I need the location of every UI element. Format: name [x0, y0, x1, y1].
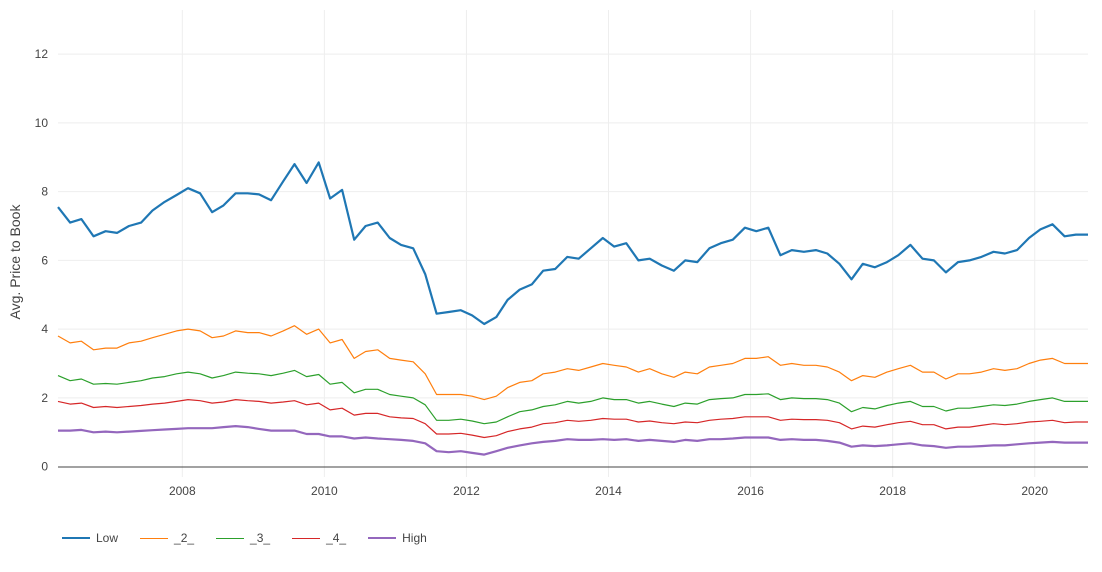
legend-label: _2_: [174, 531, 195, 545]
x-axis-ticks: 2008 2010 2012 2014 2016 2018 2020: [169, 484, 1048, 498]
legend-swatch: [216, 537, 245, 539]
x-tick-label: 2016: [737, 484, 764, 498]
series-line-low: [57, 161, 1088, 326]
legend: Low _2_ _3_ _4_ High: [62, 531, 449, 545]
legend-swatch: [368, 537, 397, 539]
y-tick-label: 8: [41, 185, 48, 199]
legend-item[interactable]: _3_: [216, 531, 270, 545]
series-line-high: [58, 425, 1088, 456]
series-line-3: [57, 369, 1088, 425]
legend-item[interactable]: Low: [62, 531, 118, 545]
legend-label: _3_: [250, 531, 271, 545]
legend-label: Low: [96, 531, 119, 545]
legend-swatch: [292, 537, 321, 539]
legend-item[interactable]: High: [368, 531, 427, 545]
y-tick-label: 4: [41, 322, 48, 336]
x-tick-label: 2012: [453, 484, 480, 498]
series-line-4: [57, 399, 1088, 439]
legend-item[interactable]: _2_: [140, 531, 194, 545]
y-tick-label: 0: [41, 460, 48, 474]
series-line-2: [57, 325, 1088, 401]
y-tick-label: 10: [35, 116, 49, 130]
x-tick-label: 2010: [311, 484, 338, 498]
y-tick-label: 12: [35, 47, 49, 61]
y-axis-ticks: 0 2 4 6 8 10 12: [35, 47, 49, 474]
legend-swatch: [140, 537, 169, 539]
series-lines: [57, 161, 1088, 456]
y-tick-label: 6: [41, 253, 48, 267]
legend-item[interactable]: _4_: [292, 531, 346, 545]
y-axis-title: Avg. Price to Book: [7, 204, 23, 320]
y-tick-label: 2: [41, 391, 48, 405]
x-tick-label: 2020: [1021, 484, 1048, 498]
x-tick-label: 2008: [169, 484, 196, 498]
legend-swatch: [62, 537, 90, 539]
grid: [58, 10, 1088, 477]
legend-label: _4_: [326, 531, 347, 545]
legend-label: High: [402, 531, 427, 545]
x-tick-label: 2014: [595, 484, 622, 498]
x-tick-label: 2018: [879, 484, 906, 498]
